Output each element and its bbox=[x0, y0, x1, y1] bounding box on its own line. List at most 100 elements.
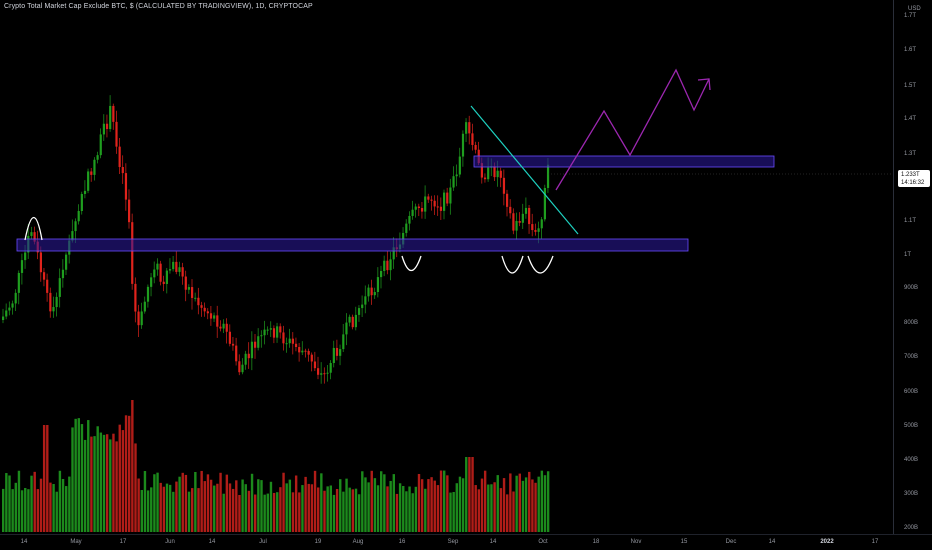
support-zone[interactable] bbox=[16, 238, 689, 252]
volume-bar bbox=[112, 433, 115, 532]
volume-bar bbox=[518, 473, 521, 532]
candle-body bbox=[531, 224, 534, 231]
volume-bar bbox=[506, 494, 509, 532]
candle-body bbox=[383, 260, 386, 271]
volume-bar bbox=[146, 490, 150, 532]
volume-bar bbox=[383, 474, 386, 532]
candle-body bbox=[213, 315, 216, 319]
candle-body bbox=[408, 215, 411, 224]
volume-bar bbox=[65, 486, 68, 532]
volume-bar bbox=[392, 474, 395, 532]
candle-body bbox=[389, 259, 392, 271]
candle-body bbox=[471, 133, 474, 145]
bottom-arc[interactable] bbox=[401, 255, 422, 272]
volume-bar bbox=[433, 480, 436, 532]
volume-bar bbox=[184, 474, 188, 532]
time-tick-label: 19 bbox=[314, 539, 322, 545]
candle-body bbox=[480, 163, 483, 178]
volume-bar bbox=[420, 479, 424, 532]
candle-body bbox=[417, 206, 420, 209]
candle-body bbox=[483, 177, 487, 180]
candle-body bbox=[345, 322, 348, 335]
candle-body bbox=[2, 316, 5, 320]
volume-bar bbox=[11, 489, 14, 532]
candle-body bbox=[238, 361, 241, 373]
volume-bar bbox=[187, 491, 191, 532]
volume-bar bbox=[304, 476, 307, 532]
candle-body bbox=[83, 190, 87, 194]
candle-body bbox=[14, 292, 17, 304]
candle-body bbox=[131, 222, 134, 284]
candle-body bbox=[96, 155, 99, 160]
volume-bar bbox=[197, 488, 200, 532]
resistance-zone[interactable] bbox=[473, 155, 775, 168]
volume-bar bbox=[272, 492, 276, 532]
volume-bar bbox=[288, 479, 292, 532]
candle-body bbox=[260, 335, 263, 337]
candle-body bbox=[150, 277, 153, 287]
volume-bar bbox=[74, 418, 77, 532]
volume-bar bbox=[301, 485, 304, 532]
volume-bar bbox=[216, 483, 219, 532]
descending-trendline[interactable] bbox=[470, 105, 579, 235]
candle-body bbox=[427, 196, 430, 200]
symbol-title: Crypto Total Market Cap Exclude BTC, $ (… bbox=[4, 3, 313, 10]
bottom-arc[interactable] bbox=[501, 255, 524, 274]
volume-bar bbox=[477, 489, 481, 532]
candle-body bbox=[294, 343, 298, 348]
candle-body bbox=[546, 164, 550, 188]
candle-body bbox=[405, 223, 408, 233]
volume-bar bbox=[294, 475, 298, 532]
candle-body bbox=[279, 326, 282, 333]
candle-body bbox=[487, 167, 490, 180]
candle-body bbox=[449, 187, 452, 204]
volume-bar bbox=[254, 494, 257, 532]
volume-bar bbox=[24, 487, 27, 532]
price-tick-label: 1.5T bbox=[904, 83, 917, 89]
candle-body bbox=[42, 272, 46, 280]
volume-bar bbox=[313, 470, 317, 532]
volume-bar bbox=[222, 493, 225, 532]
time-tick-label: 14 bbox=[208, 539, 216, 545]
volume-bar bbox=[402, 485, 405, 532]
candle-body bbox=[20, 260, 24, 273]
volume-bar bbox=[159, 482, 162, 532]
time-tick-label: 17 bbox=[871, 539, 879, 545]
top-arc[interactable] bbox=[24, 217, 43, 241]
volume-bar bbox=[96, 426, 99, 532]
volume-bar bbox=[332, 494, 336, 532]
candle-body bbox=[521, 213, 524, 223]
candle-body bbox=[326, 372, 329, 374]
candle-body bbox=[304, 350, 307, 352]
candle-body bbox=[433, 200, 436, 207]
volume-bar bbox=[424, 488, 427, 532]
candle-body bbox=[266, 329, 269, 331]
candle-body bbox=[197, 297, 200, 306]
volume-bar bbox=[14, 482, 17, 532]
projection-path[interactable] bbox=[555, 68, 710, 191]
volume-bar bbox=[452, 492, 455, 532]
candle-body bbox=[263, 329, 266, 336]
candle-body bbox=[420, 208, 424, 212]
volume-bar bbox=[209, 479, 213, 532]
candle-body bbox=[162, 281, 165, 284]
candle-body bbox=[112, 105, 115, 122]
volume-bar bbox=[30, 475, 33, 532]
candle-body bbox=[222, 323, 225, 329]
candle-body bbox=[228, 331, 231, 344]
last-price-tag: 1.233T 14:16:32 bbox=[898, 170, 930, 187]
volume-bar bbox=[521, 480, 525, 532]
volume-bar bbox=[524, 477, 528, 532]
volume-bar bbox=[235, 480, 238, 532]
bottom-arc[interactable] bbox=[527, 255, 554, 274]
time-tick-label: 14 bbox=[489, 539, 497, 545]
price-tick-label: 1.1T bbox=[904, 218, 917, 224]
price-tick-label: 200B bbox=[904, 525, 919, 531]
candle-body bbox=[424, 196, 427, 212]
volume-bar bbox=[376, 485, 380, 532]
candle-body bbox=[468, 122, 471, 134]
candle-body bbox=[181, 267, 184, 277]
volume-bar bbox=[143, 471, 147, 532]
